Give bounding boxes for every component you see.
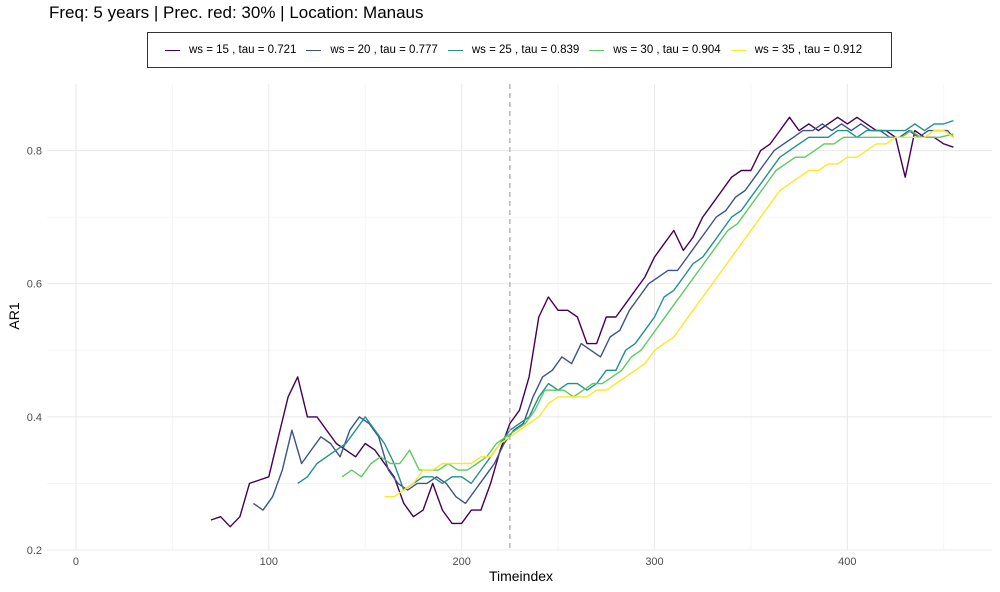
series-line-3 [341,129,954,478]
y-tick-label: 0.2 [27,545,42,557]
legend-item-ws25: ws = 25 , tau = 0.839 [447,44,580,56]
y-tick-label: 0.4 [27,412,42,424]
legend-label-ws30: ws = 30 , tau = 0.904 [613,44,721,56]
series-line-2 [297,119,954,491]
y-tick-label: 0.8 [27,146,42,158]
legend-swatch-ws30 [589,49,605,51]
series-line-4 [384,129,954,498]
y-tick-label: 0.6 [27,279,42,291]
x-tick-label: 100 [260,556,278,568]
legend-swatch-ws25 [447,49,463,51]
legend-label-ws25: ws = 25 , tau = 0.839 [471,44,580,56]
legend-item-ws15: ws = 15 , tau = 0.721 [165,44,296,56]
series-layer [210,84,954,550]
x-axis-title: Timeindex [489,568,553,584]
series-line-0 [210,116,954,528]
legend-item-ws35: ws = 35 , tau = 0.912 [730,44,863,56]
y-axis-title: AR1 [6,302,22,329]
tick-layer: 0 100 200 300 400 0.2 0.4 0.6 0.8 [27,146,857,568]
series-line-1 [252,123,954,511]
legend-label-ws15: ws = 15 , tau = 0.721 [189,44,297,56]
legend-swatch-ws15 [165,49,180,51]
x-tick-label: 400 [838,556,856,568]
chart-title: Freq: 5 years | Prec. red: 30% | Locatio… [49,3,424,22]
legend-item-ws20: ws = 20 , tau = 0.777 [306,44,438,56]
legend-label-ws35: ws = 35 , tau = 0.912 [754,44,863,56]
x-tick-label: 200 [452,556,470,568]
legend-label-ws20: ws = 20 , tau = 0.777 [330,44,438,56]
x-tick-label: 300 [645,556,663,568]
grid-layer [47,84,992,551]
legend-item-ws30: ws = 30 , tau = 0.904 [589,44,721,56]
legend: ws = 15 , tau = 0.721 ws = 20 , tau = 0.… [147,32,892,68]
legend-swatch-ws35 [730,49,746,51]
x-tick-label: 0 [73,556,79,568]
legend-swatch-ws20 [306,49,322,51]
